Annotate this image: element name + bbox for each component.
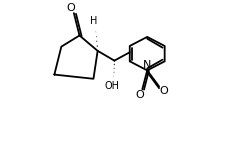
- Text: O: O: [135, 90, 144, 100]
- Text: O: O: [66, 3, 74, 13]
- Text: H: H: [90, 16, 97, 26]
- Text: O: O: [159, 86, 168, 96]
- Text: OH: OH: [104, 82, 119, 92]
- Text: N: N: [142, 60, 151, 70]
